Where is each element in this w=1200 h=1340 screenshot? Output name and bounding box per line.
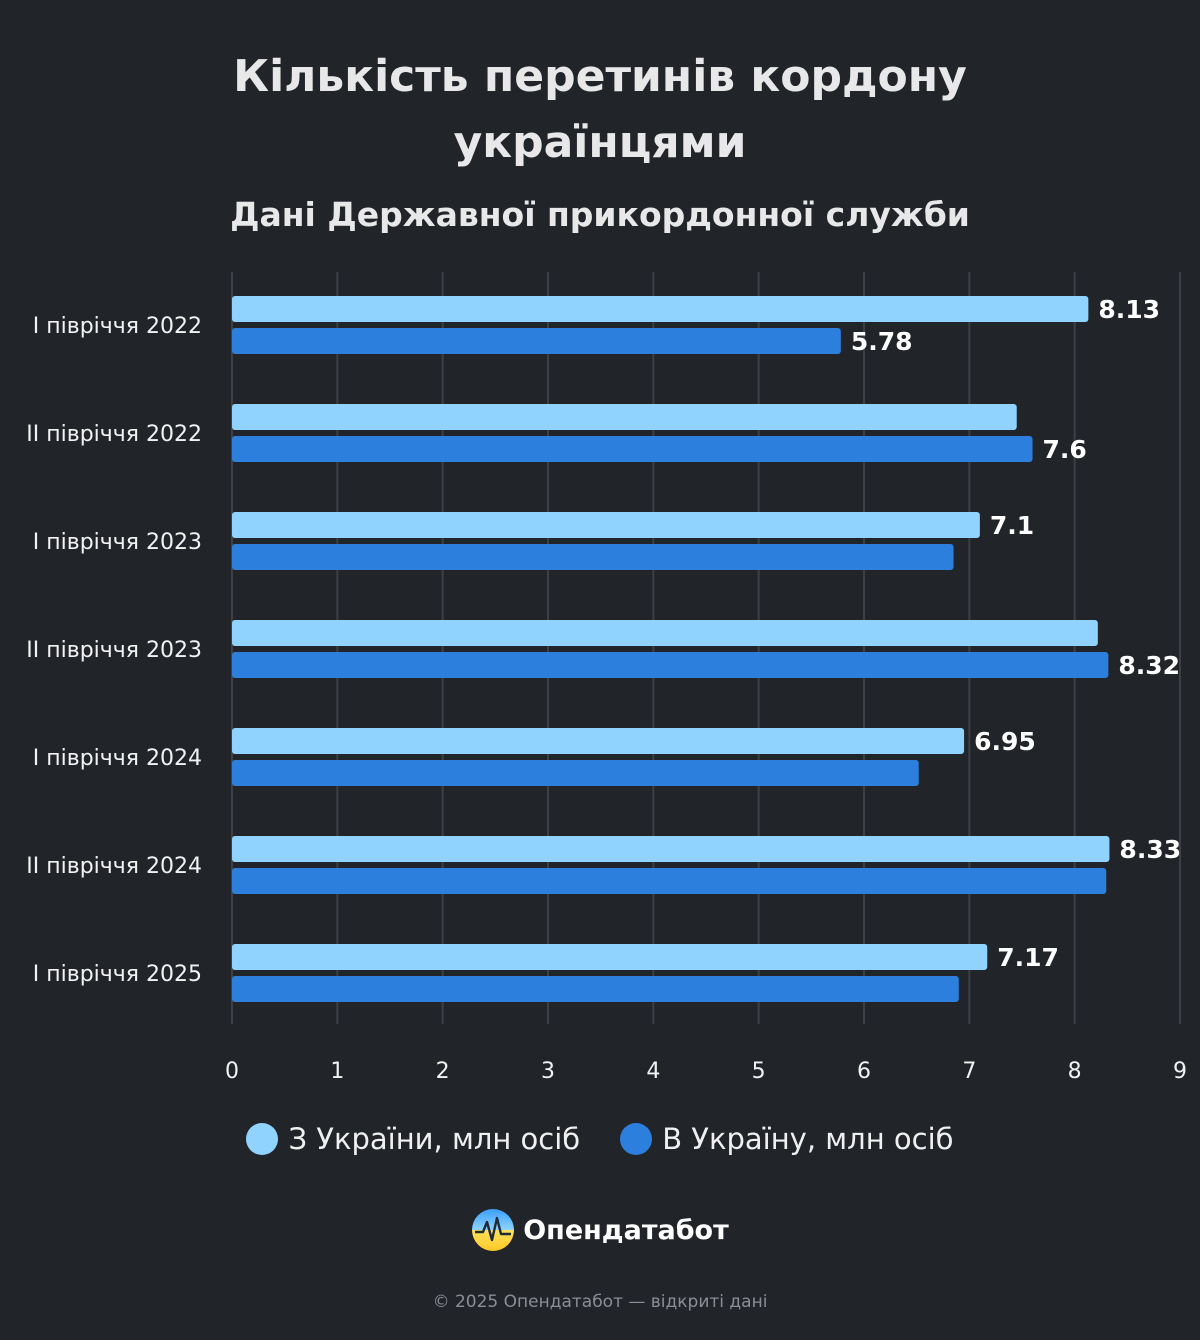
- bar-series-1-4: [232, 760, 919, 786]
- category-label: II півріччя 2023: [26, 638, 202, 663]
- bar-series-1-3: [232, 652, 1109, 678]
- data-label-series-1-1: 7.6: [1043, 435, 1087, 464]
- category-label: II півріччя 2022: [26, 422, 202, 447]
- chart-subtitle: Дані Державної прикордонної служби: [230, 195, 970, 234]
- bar-series-0-3: [232, 620, 1098, 646]
- chart-title-line-2: українцями: [453, 117, 747, 168]
- bar-series-1-5: [232, 868, 1107, 894]
- bar-series-1-6: [232, 976, 959, 1002]
- data-label-series-1-3: 8.32: [1118, 651, 1180, 680]
- bar-series-1-1: [232, 436, 1033, 462]
- legend-label-from-ukraine: З України, млн осіб: [288, 1122, 581, 1156]
- category-label: I півріччя 2024: [33, 746, 202, 771]
- x-tick-label-4: 4: [646, 1059, 660, 1084]
- legend-swatch-from-ukraine: [246, 1123, 279, 1155]
- bar-series-0-1: [232, 404, 1017, 430]
- data-label-series-0-5: 8.33: [1119, 835, 1181, 864]
- legend-item-from-ukraine: З України, млн осіб: [246, 1122, 580, 1156]
- brand-name: Опендатабот: [523, 1214, 729, 1246]
- category-label: I півріччя 2025: [33, 962, 202, 987]
- x-tick-label-2: 2: [436, 1059, 450, 1084]
- x-tick-label-6: 6: [857, 1059, 871, 1084]
- x-tick-label-3: 3: [541, 1059, 555, 1084]
- category-label: I півріччя 2022: [33, 314, 202, 339]
- legend-swatch-to-ukraine: [620, 1123, 653, 1155]
- x-tick-label-9: 9: [1173, 1059, 1187, 1084]
- chart-title-line-1: Кількість перетинів кордону: [233, 51, 967, 102]
- data-label-series-0-4: 6.95: [974, 727, 1036, 756]
- data-label-series-1-0: 5.78: [851, 327, 913, 356]
- bar-chart: 0 1 2 3 4 5 6 7 8 9 I півріччя 2022 8.13 5.78 II півр…: [26, 272, 1187, 1084]
- chart-legend: З України, млн осіб В Україну, млн осіб: [0, 1122, 1200, 1156]
- bar-series-0-2: [232, 512, 980, 538]
- opendatabot-logo-icon: [472, 1209, 515, 1251]
- bar-series-0-5: [232, 836, 1110, 862]
- footer-copyright: © 2025 Опендатабот — відкриті дані: [432, 1292, 768, 1312]
- data-label-series-0-0: 8.13: [1098, 295, 1160, 324]
- x-tick-label-7: 7: [962, 1059, 976, 1084]
- data-label-series-0-2: 7.1: [990, 511, 1034, 540]
- legend-label-to-ukraine: В Україну, млн осіб: [662, 1122, 954, 1156]
- x-tick-label-1: 1: [330, 1059, 344, 1084]
- brand: Опендатабот: [0, 1208, 1200, 1252]
- legend-item-to-ukraine: В Україну, млн осіб: [620, 1122, 954, 1156]
- x-tick-label-8: 8: [1068, 1059, 1082, 1084]
- x-tick-label-0: 0: [225, 1059, 239, 1084]
- chart-title: Кількість перетинів кордону українцями: [0, 44, 1200, 176]
- bar-series-0-4: [232, 728, 965, 754]
- bar-series-1-0: [232, 328, 841, 354]
- bar-series-0-0: [232, 296, 1089, 322]
- bar-series-1-2: [232, 544, 954, 570]
- data-label-series-0-6: 7.17: [997, 943, 1059, 972]
- category-label: I півріччя 2023: [33, 530, 202, 555]
- category-label: II півріччя 2024: [26, 854, 202, 879]
- x-tick-label-5: 5: [752, 1059, 766, 1084]
- bar-series-0-6: [232, 944, 988, 970]
